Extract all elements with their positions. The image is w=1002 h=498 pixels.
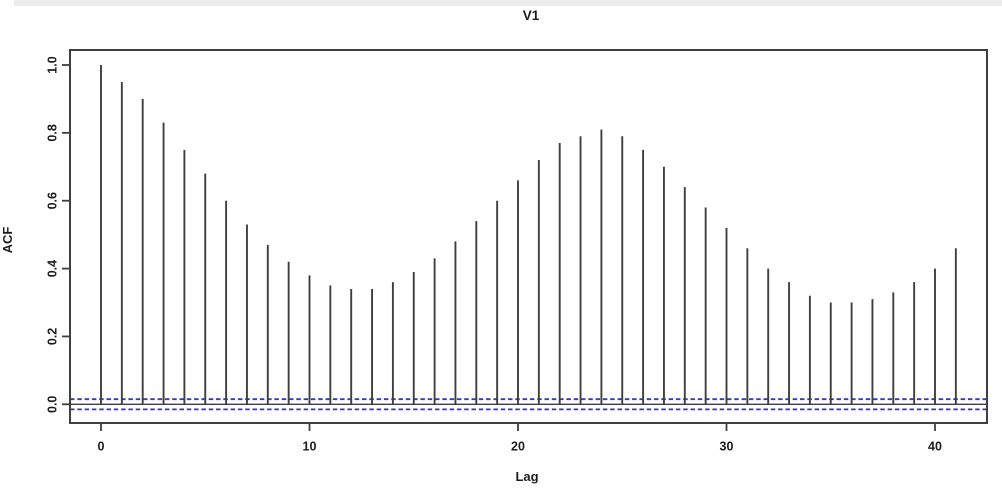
x-tick-label-0: 0 xyxy=(98,439,105,453)
y-tick-label-0.8: 0.8 xyxy=(45,124,59,141)
y-tick-label-1.0: 1.0 xyxy=(45,56,59,73)
window-top-edge xyxy=(14,0,1002,6)
x-axis-label: Lag xyxy=(515,469,539,484)
y-tick-label-0.0: 0.0 xyxy=(45,396,59,413)
x-tick-label-30: 30 xyxy=(720,439,734,453)
x-tick-label-10: 10 xyxy=(303,439,317,453)
y-tick-label-0.6: 0.6 xyxy=(45,192,59,209)
x-tick-label-20: 20 xyxy=(511,439,525,453)
y-tick-label-0.2: 0.2 xyxy=(45,328,59,345)
x-tick-label-40: 40 xyxy=(928,439,942,453)
y-tick-label-0.4: 0.4 xyxy=(45,260,59,277)
plot-border xyxy=(69,49,988,424)
chart-title: V1 xyxy=(522,8,540,23)
